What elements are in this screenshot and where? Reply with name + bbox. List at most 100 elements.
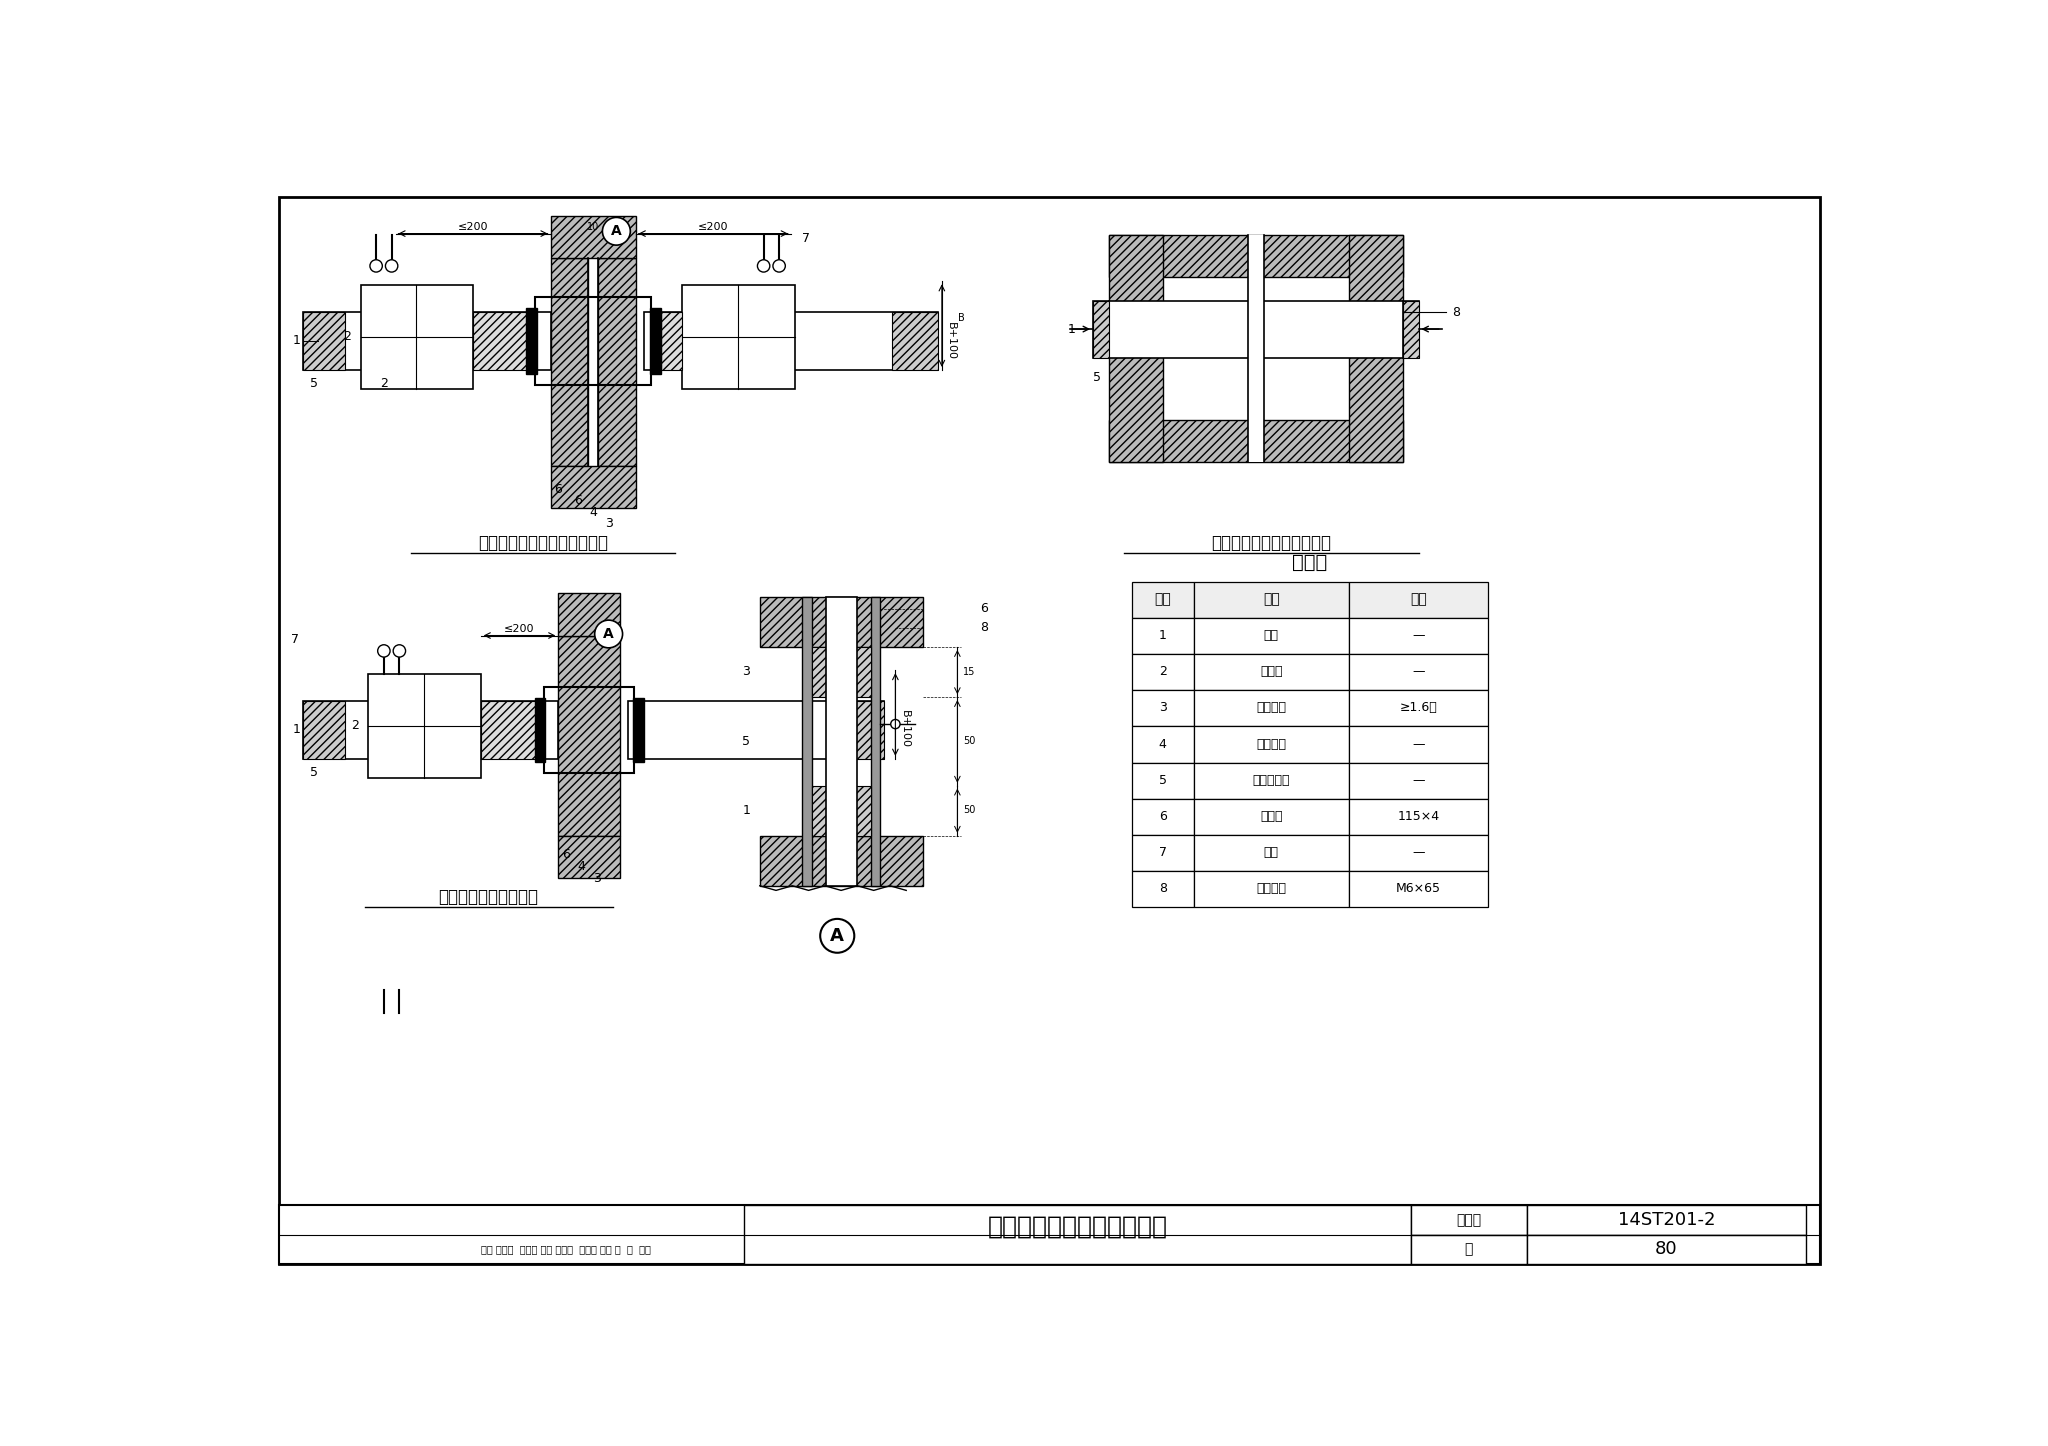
Text: B+100: B+100 — [899, 710, 909, 749]
Bar — [1350, 726, 1489, 762]
Text: —: — — [1413, 629, 1425, 642]
Circle shape — [891, 720, 899, 729]
Text: B+100: B+100 — [946, 321, 956, 360]
Circle shape — [385, 260, 397, 272]
Text: 5: 5 — [1159, 774, 1167, 787]
Bar — [870, 597, 881, 886]
Bar — [1133, 690, 1194, 726]
Bar — [1350, 834, 1489, 870]
Bar — [369, 674, 481, 778]
Text: 水平风管穿防火墙做法: 水平风管穿防火墙做法 — [438, 888, 539, 907]
Bar — [1403, 301, 1419, 359]
Text: 7: 7 — [1159, 846, 1167, 859]
Bar — [643, 312, 938, 370]
Text: 3: 3 — [1159, 701, 1167, 714]
Text: 5: 5 — [309, 377, 317, 390]
Text: 14ST201-2: 14ST201-2 — [1618, 1210, 1716, 1229]
Text: —: — — [1413, 846, 1425, 859]
Text: 固定圈: 固定圈 — [1260, 810, 1282, 823]
Bar — [1194, 581, 1350, 617]
Text: 规格: 规格 — [1411, 593, 1427, 606]
Bar — [1528, 1206, 1806, 1235]
Text: 1: 1 — [1069, 322, 1075, 335]
Text: 水平风管穿变形缝防火墙做法: 水平风管穿变形缝防火墙做法 — [477, 534, 608, 552]
Circle shape — [371, 260, 383, 272]
Text: 2: 2 — [381, 377, 387, 390]
Text: 7: 7 — [291, 633, 299, 646]
Bar — [1411, 1235, 1528, 1264]
Text: 6: 6 — [981, 602, 989, 615]
Bar — [682, 285, 795, 389]
Bar — [1350, 798, 1489, 834]
Bar — [1350, 236, 1403, 463]
Bar — [811, 646, 870, 697]
Circle shape — [377, 645, 389, 656]
Bar — [633, 698, 643, 762]
Bar — [1194, 690, 1350, 726]
Bar — [743, 1206, 1411, 1264]
Bar — [1403, 301, 1419, 359]
Circle shape — [594, 620, 623, 648]
Bar — [1194, 798, 1350, 834]
Text: ≤200: ≤200 — [459, 223, 487, 233]
Bar — [473, 312, 535, 370]
Text: 4: 4 — [590, 506, 598, 519]
Bar — [1528, 1235, 1806, 1264]
Text: 8: 8 — [981, 622, 989, 635]
Text: 5: 5 — [309, 766, 317, 779]
Bar — [1108, 236, 1163, 463]
Text: B: B — [958, 312, 965, 322]
Bar — [891, 312, 938, 370]
Bar — [559, 836, 621, 878]
Text: 5: 5 — [1094, 372, 1102, 385]
Text: —: — — [1413, 665, 1425, 678]
Bar — [760, 836, 922, 886]
Text: 115×4: 115×4 — [1397, 810, 1440, 823]
Text: —: — — [1413, 774, 1425, 787]
Text: 1: 1 — [1159, 629, 1167, 642]
Text: 7: 7 — [803, 233, 811, 246]
Bar — [1194, 870, 1350, 907]
Bar — [526, 308, 537, 373]
Bar — [1194, 726, 1350, 762]
Bar — [1194, 617, 1350, 654]
Bar — [303, 701, 559, 759]
Bar — [1350, 654, 1489, 690]
Bar — [551, 215, 635, 259]
Bar — [803, 597, 811, 886]
Bar — [1411, 1206, 1528, 1235]
Text: 3: 3 — [604, 518, 612, 531]
Text: 3: 3 — [594, 872, 600, 885]
Circle shape — [602, 217, 631, 246]
Text: 2: 2 — [344, 330, 352, 343]
Text: A: A — [610, 224, 623, 239]
Text: ≤200: ≤200 — [504, 625, 535, 635]
Text: 8: 8 — [1159, 882, 1167, 895]
Text: 吊架: 吊架 — [1264, 846, 1278, 859]
Text: M6×65: M6×65 — [1397, 882, 1442, 895]
Text: 6: 6 — [573, 495, 582, 508]
Text: 80: 80 — [1655, 1241, 1677, 1258]
Circle shape — [772, 260, 784, 272]
Text: 膨胀螺栓: 膨胀螺栓 — [1255, 882, 1286, 895]
Text: 材料表: 材料表 — [1292, 552, 1327, 571]
Text: 名称: 名称 — [1264, 593, 1280, 606]
Text: —: — — [1413, 737, 1425, 750]
Text: 钢板套管: 钢板套管 — [1255, 701, 1286, 714]
Text: 50: 50 — [963, 736, 975, 746]
Bar — [303, 701, 346, 759]
Bar — [1350, 581, 1489, 617]
Bar — [303, 312, 346, 370]
Text: ≥1.6厚: ≥1.6厚 — [1399, 701, 1438, 714]
Text: 4: 4 — [578, 860, 586, 873]
Text: 50: 50 — [963, 805, 975, 816]
Text: 15: 15 — [963, 667, 975, 677]
Bar — [598, 259, 635, 466]
Text: 不燃材料: 不燃材料 — [1255, 737, 1286, 750]
Bar — [1133, 617, 1194, 654]
Bar — [559, 636, 621, 836]
Bar — [1247, 236, 1264, 463]
Bar — [825, 597, 856, 886]
Bar — [1194, 834, 1350, 870]
Text: 2: 2 — [1159, 665, 1167, 678]
